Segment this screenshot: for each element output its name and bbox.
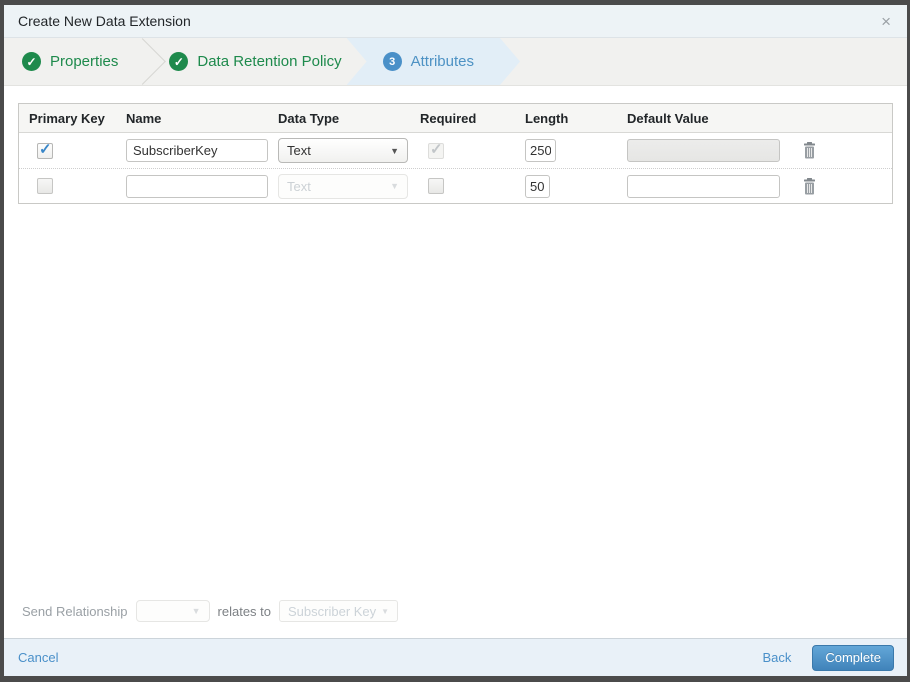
- column-header-name: Name: [126, 110, 162, 126]
- dialog-footer: Cancel Back Complete: [4, 638, 907, 676]
- step-properties[interactable]: Properties: [4, 38, 144, 85]
- dialog-content: Primary Key Name Data Type Required Leng…: [4, 86, 907, 638]
- data-type-select: Text: [278, 173, 408, 199]
- default-value-input[interactable]: [627, 174, 780, 198]
- name-input[interactable]: [126, 139, 268, 162]
- cancel-link[interactable]: Cancel: [18, 650, 59, 665]
- step-label: Data Retention Policy: [197, 53, 342, 70]
- column-header-length: Length: [525, 110, 569, 126]
- length-input[interactable]: [525, 174, 550, 198]
- create-data-extension-dialog: Create New Data Extension × Properties D…: [4, 5, 907, 676]
- name-input[interactable]: [126, 174, 268, 198]
- dialog-titlebar: Create New Data Extension ×: [4, 5, 907, 38]
- content-spacer: [18, 204, 893, 600]
- column-header-default-value: Default Value: [627, 110, 709, 126]
- data-type-select[interactable]: Text: [278, 138, 408, 163]
- close-icon[interactable]: ×: [881, 11, 891, 31]
- check-circle-icon: [169, 52, 189, 71]
- step-number-badge: 3: [383, 52, 402, 71]
- delete-row-icon[interactable]: [802, 177, 817, 195]
- back-link[interactable]: Back: [762, 650, 792, 665]
- length-input[interactable]: [525, 139, 556, 162]
- dropdown-caret-icon: [390, 181, 399, 191]
- step-attributes[interactable]: 3 Attributes: [347, 38, 520, 85]
- primary-key-checkbox[interactable]: [37, 178, 53, 194]
- dropdown-caret-icon: [381, 607, 389, 616]
- send-relationship-row: Send Relationship relates to Subscriber …: [18, 600, 893, 638]
- step-data-retention-policy[interactable]: Data Retention Policy: [151, 38, 367, 85]
- complete-button[interactable]: Complete: [812, 644, 894, 671]
- check-circle-icon: [22, 52, 41, 71]
- dropdown-caret-icon: [390, 146, 399, 156]
- step-label: Properties: [50, 53, 119, 70]
- column-header-primary-key: Primary Key: [29, 110, 105, 126]
- column-header-required: Required: [420, 110, 477, 126]
- relates-to-label: relates to: [217, 603, 272, 619]
- subscriber-key-select: Subscriber Key: [279, 600, 399, 622]
- dropdown-caret-icon: [192, 606, 201, 616]
- attributes-table-header: Primary Key Name Data Type Required Leng…: [19, 104, 892, 133]
- required-checkbox: [428, 140, 444, 159]
- wizard-stepbar: Properties Data Retention Policy 3 Attri…: [4, 38, 907, 86]
- data-type-select-value: Text: [287, 178, 311, 194]
- attribute-row: Text: [19, 168, 892, 203]
- subscriber-key-select-value: Subscriber Key: [288, 603, 377, 619]
- attribute-row: Text: [19, 133, 892, 168]
- send-relationship-label: Send Relationship: [22, 603, 128, 619]
- attributes-table: Primary Key Name Data Type Required Leng…: [18, 103, 893, 204]
- step-label: Attributes: [410, 53, 474, 70]
- required-checkbox[interactable]: [428, 178, 444, 194]
- primary-key-checkbox[interactable]: [37, 140, 53, 159]
- data-type-select-value: Text: [287, 143, 311, 158]
- delete-row-icon[interactable]: [802, 142, 817, 159]
- dialog-title: Create New Data Extension: [18, 13, 191, 29]
- send-relationship-select: [135, 600, 210, 622]
- column-header-data-type: Data Type: [278, 110, 340, 126]
- default-value-input: [627, 139, 780, 162]
